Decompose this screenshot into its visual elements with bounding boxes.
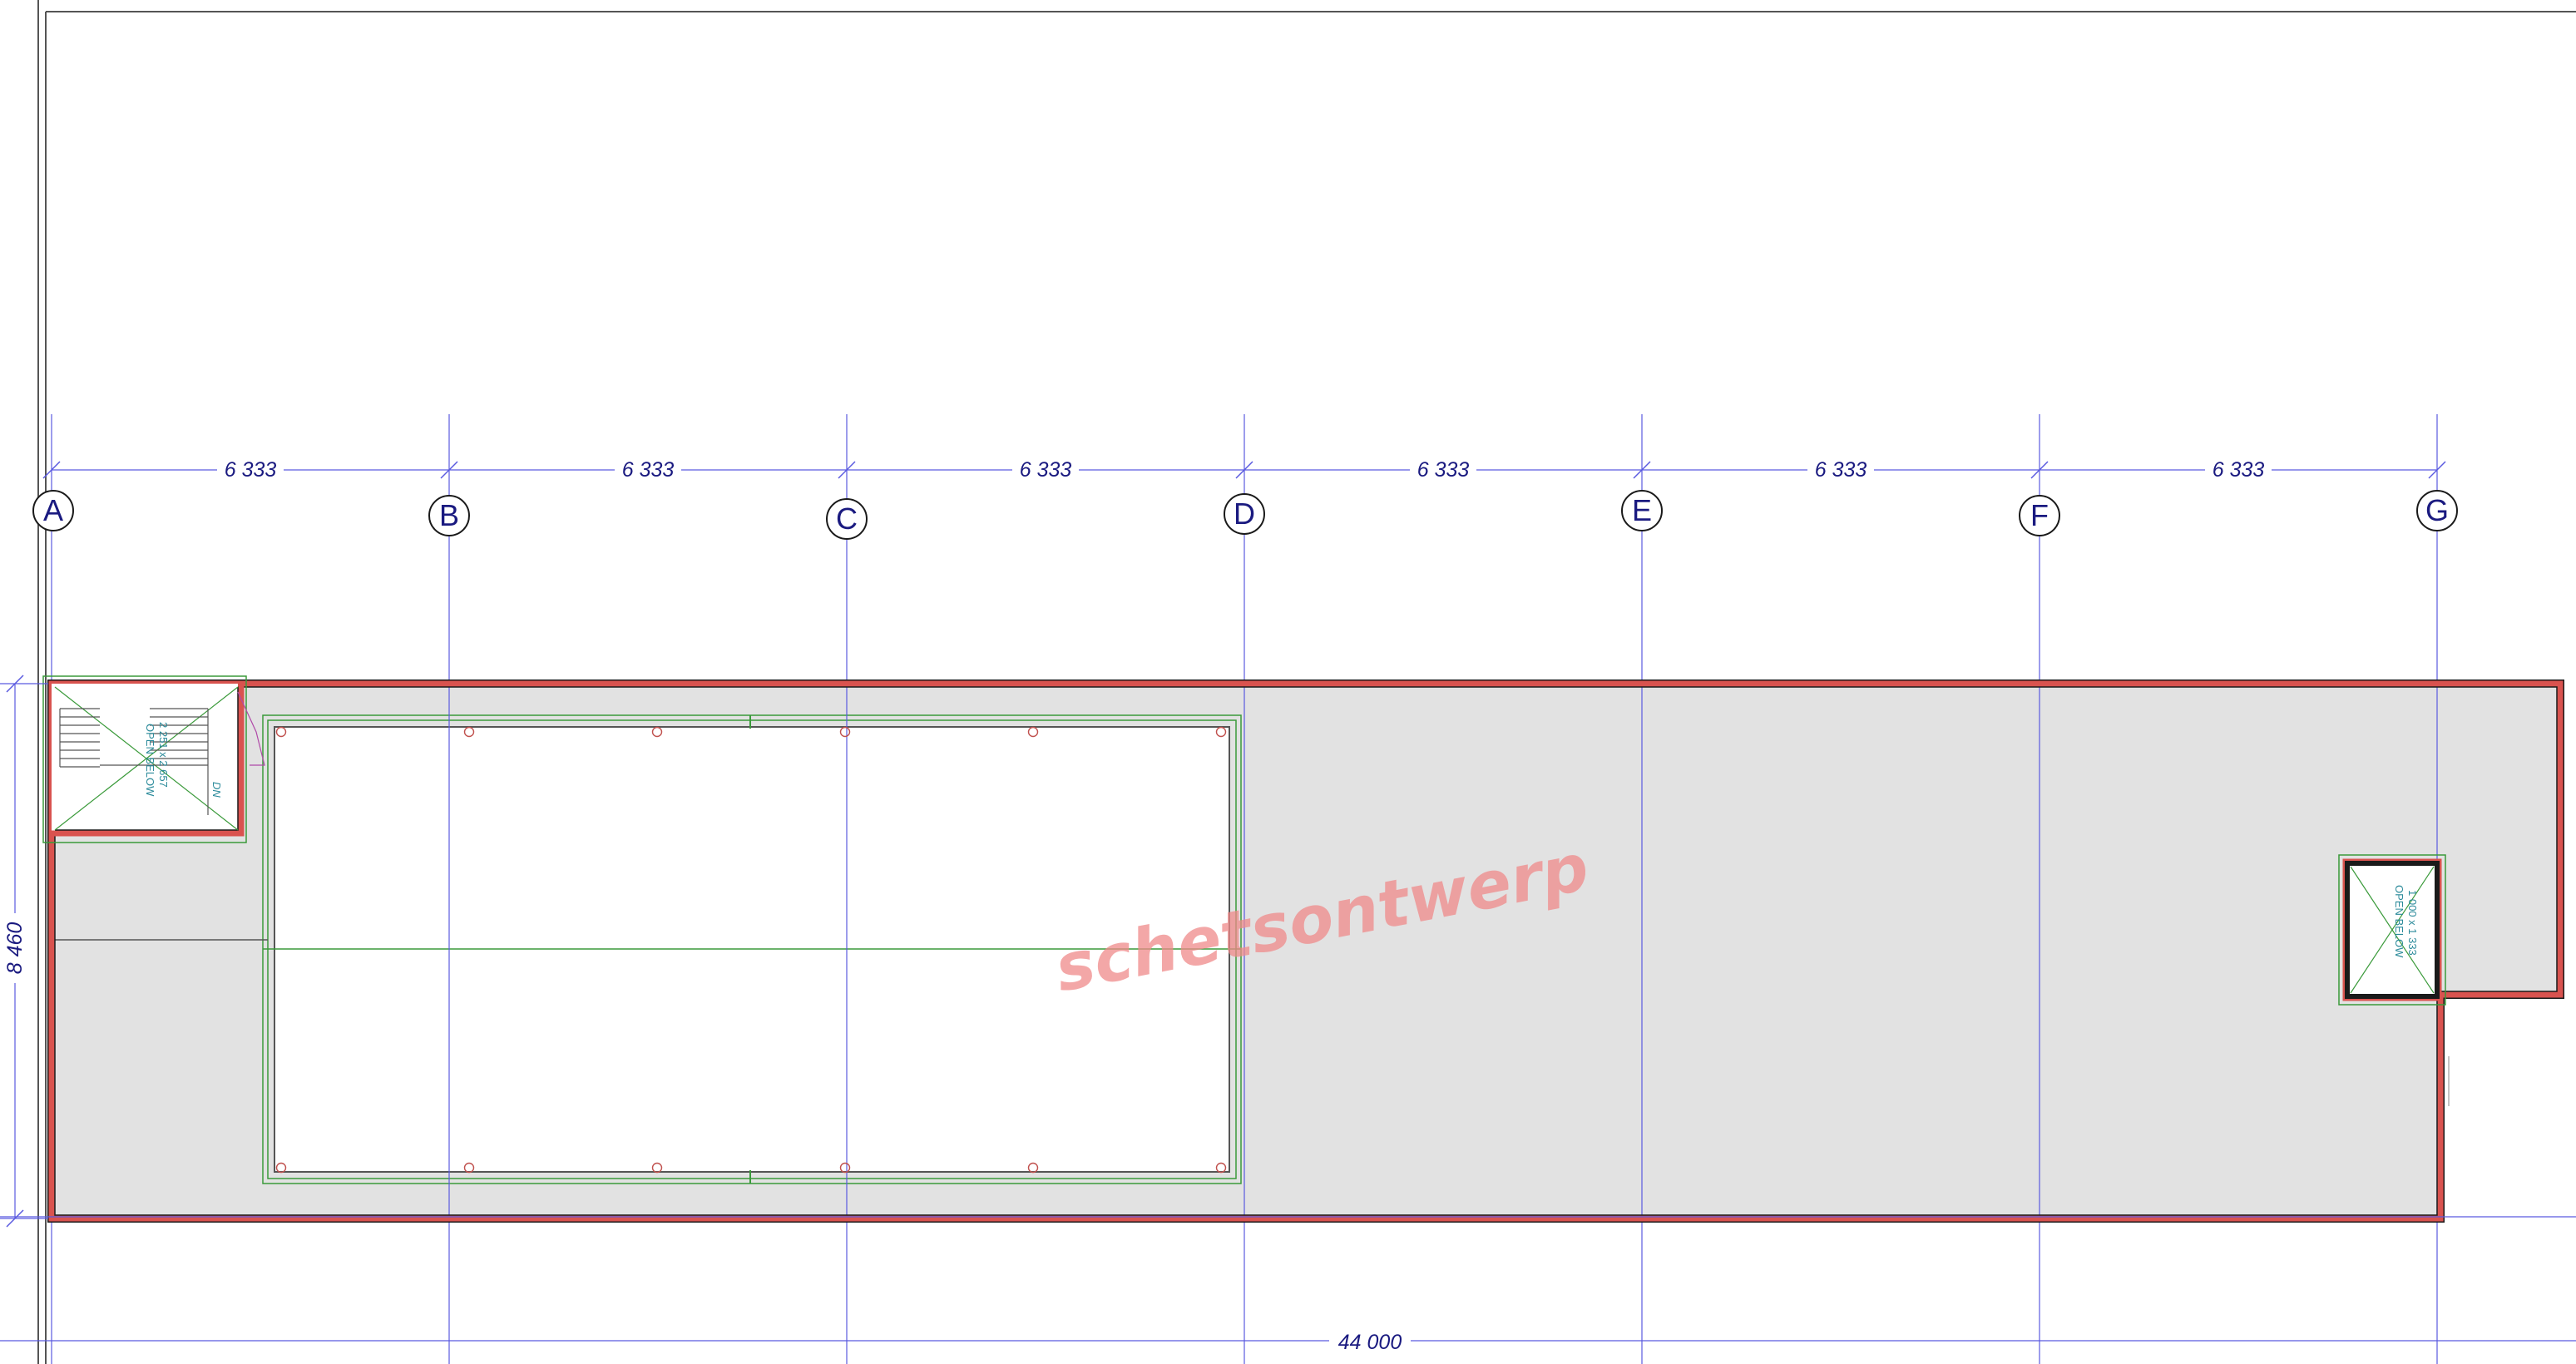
bay-dimension-label: 6 333 (622, 458, 675, 482)
overall-depth-label: 8 460 (3, 922, 27, 975)
grid-label-d: D (1234, 497, 1255, 531)
grid-bubble-g (2416, 490, 2458, 531)
grid-bubble-e (1621, 490, 1663, 531)
column-marker (1215, 726, 1227, 738)
grid-bubble-a (32, 490, 74, 531)
column-marker (1215, 1162, 1227, 1174)
dimension-tick (2030, 461, 2049, 479)
column-marker (1027, 726, 1039, 738)
overall-depth-dimension: 8 460 (0, 675, 48, 1228)
dimension-label-bg (217, 457, 284, 482)
grid-bubble-d (1224, 493, 1265, 535)
small-opening-label: OPEN BELOW (2393, 885, 2405, 958)
bay-dimension-label: 6 333 (1815, 458, 1867, 482)
bay-dimension-label: 6 333 (225, 458, 277, 482)
stair-direction-label: DN (210, 782, 223, 798)
dimension-tick (42, 461, 61, 479)
column-marker (275, 1162, 287, 1174)
dimension-label-bg (2205, 457, 2272, 482)
small-opening: OPEN BELOW 1 000 x 1 333 (2338, 854, 2450, 1106)
column-marker (463, 1162, 475, 1174)
dimension-tick (838, 461, 856, 479)
dimension-tick (440, 461, 458, 479)
bay-dimensions: 6 333 6 333 6 333 6 333 6 333 6 333 (42, 457, 2446, 482)
dimension-label-bg (615, 457, 681, 482)
overall-width-label: 44 000 (1338, 1331, 1402, 1354)
stair-opening: OPEN BELOW 2 251 x 2 657 DN (42, 675, 265, 843)
grid-label-a: A (43, 493, 63, 527)
grid-label-e: E (1632, 493, 1652, 527)
column-marker (651, 726, 663, 738)
dimension-label-bg (1012, 457, 1079, 482)
dimension-tick (1235, 461, 1253, 479)
bay-dimension-label: 6 333 (1020, 458, 1072, 482)
grid-bubble-f (2019, 495, 2060, 536)
grid-label-g: G (2425, 493, 2449, 527)
stair-opening-size: 2 251 x 2 657 (157, 722, 170, 788)
grid-bubble-b (428, 495, 470, 536)
column-marker (839, 726, 851, 738)
grid-label-f: F (2030, 498, 2049, 532)
stair-opening-label: OPEN BELOW (144, 724, 156, 797)
small-opening-size: 1 000 x 1 333 (2406, 890, 2419, 956)
courtyard-void (52, 714, 1242, 1184)
dimension-tick (2428, 461, 2446, 479)
overall-width-dimension: 44 000 (0, 1327, 2576, 1354)
dimension-label-bg (1807, 457, 1874, 482)
grid-label-b: B (439, 498, 459, 532)
column-marker (463, 726, 475, 738)
bay-dimension-label: 6 333 (1417, 458, 1470, 482)
grid-bubbles: A B C D E F G (32, 490, 2458, 540)
sheet-border (37, 0, 2576, 1364)
column-marker (651, 1162, 663, 1174)
column-marker (839, 1162, 851, 1174)
grid-bubble-c (826, 498, 868, 540)
grid-label-c: C (836, 502, 858, 536)
dimension-tick (1633, 461, 1651, 479)
dimension-label-bg (1410, 457, 1476, 482)
column-markers (275, 726, 1227, 1174)
column-marker (1027, 1162, 1039, 1174)
bay-dimension-label: 6 333 (2213, 458, 2265, 482)
column-marker (275, 726, 287, 738)
